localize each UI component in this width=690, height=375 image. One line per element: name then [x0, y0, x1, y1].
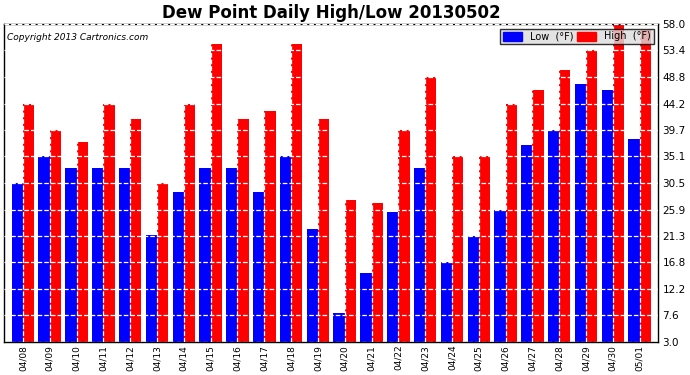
Bar	[521, 145, 533, 342]
Bar	[157, 183, 168, 342]
Bar	[199, 168, 210, 342]
Bar	[468, 236, 479, 342]
Bar	[92, 168, 104, 342]
Bar	[613, 24, 624, 342]
Bar	[333, 313, 345, 342]
Bar	[77, 142, 88, 342]
Bar	[50, 130, 61, 342]
Bar	[425, 77, 436, 342]
Bar	[387, 212, 398, 342]
Bar	[172, 192, 184, 342]
Bar	[506, 104, 517, 342]
Bar	[345, 200, 356, 342]
Bar	[548, 130, 559, 342]
Bar	[494, 210, 506, 342]
Bar	[441, 262, 452, 342]
Bar	[414, 168, 425, 342]
Bar	[23, 104, 34, 342]
Bar	[602, 90, 613, 342]
Bar	[629, 140, 640, 342]
Bar	[253, 192, 264, 342]
Bar	[559, 70, 571, 342]
Bar	[360, 273, 371, 342]
Bar	[226, 168, 237, 342]
Bar	[66, 168, 77, 342]
Text: Copyright 2013 Cartronics.com: Copyright 2013 Cartronics.com	[8, 33, 148, 42]
Bar	[452, 156, 463, 342]
Bar	[306, 229, 318, 342]
Bar	[210, 44, 222, 342]
Bar	[280, 156, 291, 342]
Bar	[575, 84, 586, 342]
Bar	[184, 104, 195, 342]
Bar	[237, 119, 248, 342]
Bar	[130, 119, 141, 342]
Bar	[291, 44, 302, 342]
Bar	[264, 111, 275, 342]
Bar	[371, 203, 383, 342]
Bar	[586, 50, 598, 342]
Title: Dew Point Daily High/Low 20130502: Dew Point Daily High/Low 20130502	[162, 4, 501, 22]
Legend: Low  (°F), High  (°F): Low (°F), High (°F)	[500, 28, 653, 44]
Bar	[479, 156, 490, 342]
Bar	[12, 183, 23, 342]
Bar	[640, 30, 651, 342]
Bar	[146, 235, 157, 342]
Bar	[533, 90, 544, 342]
Bar	[318, 119, 329, 342]
Bar	[39, 156, 50, 342]
Bar	[119, 168, 130, 342]
Bar	[104, 104, 115, 342]
Bar	[398, 130, 410, 342]
